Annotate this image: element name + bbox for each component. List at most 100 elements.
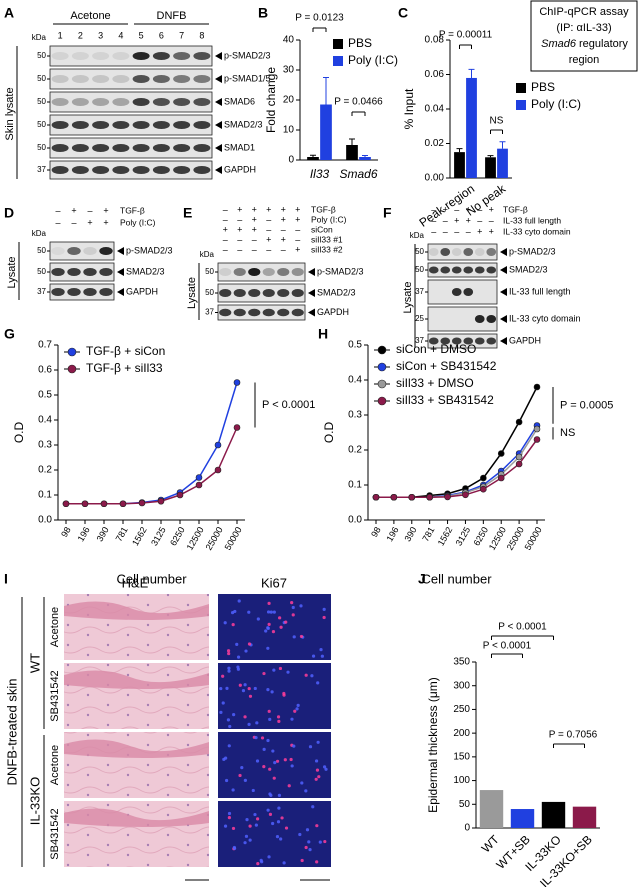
nucleus xyxy=(316,740,320,744)
blot-band xyxy=(173,98,191,106)
blot-band xyxy=(83,247,97,255)
error-bar xyxy=(487,155,494,158)
epidermis xyxy=(64,670,209,689)
blot-band xyxy=(51,98,69,106)
condition-sign: – xyxy=(237,234,242,244)
nucleus xyxy=(221,701,225,705)
y-tick-label: 0.5 xyxy=(38,390,52,401)
kda-marker: 50 xyxy=(205,288,214,297)
condition-sign: – xyxy=(295,224,300,234)
info-box xyxy=(530,0,638,72)
epidermis xyxy=(64,808,209,827)
nucleus xyxy=(275,759,280,763)
x-tick-label: Smad6 xyxy=(339,167,377,181)
condition-sign: – xyxy=(223,234,228,244)
blot-band xyxy=(51,52,69,60)
legend-label: siCon + DMSO xyxy=(396,342,476,356)
nucleus xyxy=(304,845,308,850)
nucleus xyxy=(269,610,273,614)
annotation: NS xyxy=(560,427,575,439)
blot-band xyxy=(132,144,150,152)
nucleus xyxy=(290,600,294,605)
blot-band xyxy=(248,289,261,297)
x-tick-label: 25000 xyxy=(204,525,225,552)
blot-band xyxy=(233,289,246,297)
nucleus xyxy=(271,630,276,634)
epidermis xyxy=(64,739,209,758)
series-line xyxy=(66,382,238,505)
panel-letter: J xyxy=(418,571,426,587)
blot-band xyxy=(193,144,211,152)
blot-band xyxy=(440,248,451,256)
x-tick-label: 3125 xyxy=(149,525,168,547)
bar xyxy=(510,809,535,828)
legend-marker xyxy=(67,364,77,374)
blot-band xyxy=(173,75,191,83)
nucleus xyxy=(283,758,287,762)
nucleus xyxy=(219,710,223,714)
legend-label: PBS xyxy=(348,36,372,50)
point xyxy=(100,500,108,508)
nucleus xyxy=(221,674,225,678)
nucleus xyxy=(226,649,231,653)
kda-marker: 37 xyxy=(37,165,46,174)
band-label: p-SMAD2/3 xyxy=(317,266,364,276)
nucleus xyxy=(266,808,270,812)
legend-label: TGF-β + siIl33 xyxy=(86,361,163,375)
condition-sign: – xyxy=(295,234,300,244)
nucleus xyxy=(227,651,231,656)
nucleus xyxy=(293,709,297,713)
y-tick-label: 0.4 xyxy=(348,375,362,386)
nucleus xyxy=(262,671,266,676)
x-tick-label: 390 xyxy=(95,525,111,543)
condition-sign: + xyxy=(281,234,286,244)
arrow xyxy=(215,75,222,83)
box-text: ChIP-qPCR assay xyxy=(539,6,629,18)
band-label: IL-33 full length xyxy=(509,286,571,296)
condition-sign: – xyxy=(223,244,228,254)
annotation: P = 0.00011 xyxy=(439,30,493,41)
nucleus xyxy=(266,688,270,692)
blot-band xyxy=(451,248,462,256)
blot-band xyxy=(193,121,211,129)
condition-sign: – xyxy=(281,244,286,254)
nucleus xyxy=(272,776,276,780)
column-header: H&E xyxy=(122,575,149,590)
nucleus xyxy=(244,649,248,653)
nucleus xyxy=(226,718,231,722)
nucleus xyxy=(308,745,313,749)
annotation: P = 0.0123 xyxy=(295,13,344,24)
bar xyxy=(541,801,566,828)
blot-band xyxy=(152,144,170,152)
nucleus xyxy=(247,610,251,614)
kda-marker: 37 xyxy=(205,308,214,317)
blot-band xyxy=(451,266,462,274)
point xyxy=(497,474,505,482)
point xyxy=(515,418,523,426)
nucleus xyxy=(296,703,300,707)
point xyxy=(233,379,241,386)
panel-letter: E xyxy=(183,205,192,221)
kda-marker: 37 xyxy=(37,287,46,296)
box-text: Smad6 xyxy=(541,38,577,50)
nucleus xyxy=(278,666,283,671)
x-tick-label: 781 xyxy=(420,525,436,543)
nucleus xyxy=(256,617,260,621)
blot-strip xyxy=(427,279,498,305)
arrow xyxy=(117,247,124,255)
condition-sign: + xyxy=(103,205,108,215)
nucleus xyxy=(269,793,273,798)
legend-marker xyxy=(67,347,77,357)
x-tick-label: 1562 xyxy=(436,525,455,547)
nucleus xyxy=(241,689,246,693)
kda-label: kDa xyxy=(32,33,47,42)
nucleus xyxy=(225,778,229,783)
blot-band xyxy=(132,52,150,60)
condition-sign: + xyxy=(252,224,257,234)
nucleus xyxy=(256,862,260,866)
nucleus xyxy=(264,629,268,633)
nucleus xyxy=(279,837,283,841)
y-tick-label: 0 xyxy=(464,823,470,834)
blot-band xyxy=(152,52,170,60)
nucleus xyxy=(227,669,231,673)
